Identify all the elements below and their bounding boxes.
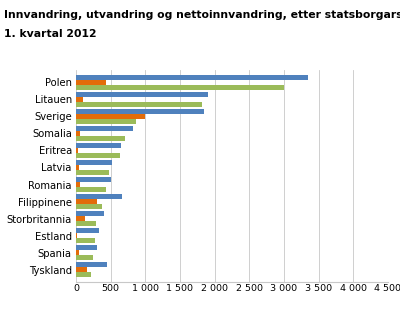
Bar xyxy=(76,153,120,158)
Bar xyxy=(76,262,107,267)
Bar xyxy=(76,131,80,136)
Bar xyxy=(76,250,80,255)
Bar xyxy=(76,114,145,119)
Bar xyxy=(76,80,106,85)
Bar xyxy=(76,199,97,204)
Bar xyxy=(76,204,102,209)
Bar xyxy=(76,126,133,131)
Bar xyxy=(76,160,112,165)
Bar xyxy=(76,267,87,272)
Bar xyxy=(76,136,124,141)
Bar xyxy=(76,170,109,175)
Bar xyxy=(76,238,95,243)
Bar xyxy=(76,143,121,148)
Bar xyxy=(76,228,99,233)
Bar xyxy=(76,187,106,192)
Bar xyxy=(76,272,90,277)
Text: Innvandring, utvandring og nettoinnvandring, etter statsborgarskap.: Innvandring, utvandring og nettoinnvandr… xyxy=(4,10,400,20)
Bar xyxy=(76,97,83,102)
Bar xyxy=(76,221,96,226)
Text: 1. kvartal 2012: 1. kvartal 2012 xyxy=(4,29,97,39)
Bar xyxy=(76,102,202,107)
Bar xyxy=(76,75,308,80)
Bar xyxy=(76,85,284,90)
Bar xyxy=(76,245,97,250)
Bar xyxy=(76,177,111,182)
Bar xyxy=(76,182,80,187)
Bar xyxy=(76,216,85,221)
Bar xyxy=(76,92,208,97)
Bar xyxy=(76,165,80,170)
Bar xyxy=(76,109,204,114)
Bar xyxy=(76,233,77,238)
Bar xyxy=(76,119,136,124)
Bar xyxy=(76,148,78,153)
Bar xyxy=(76,255,93,260)
Bar xyxy=(76,194,122,199)
Bar xyxy=(76,211,104,216)
